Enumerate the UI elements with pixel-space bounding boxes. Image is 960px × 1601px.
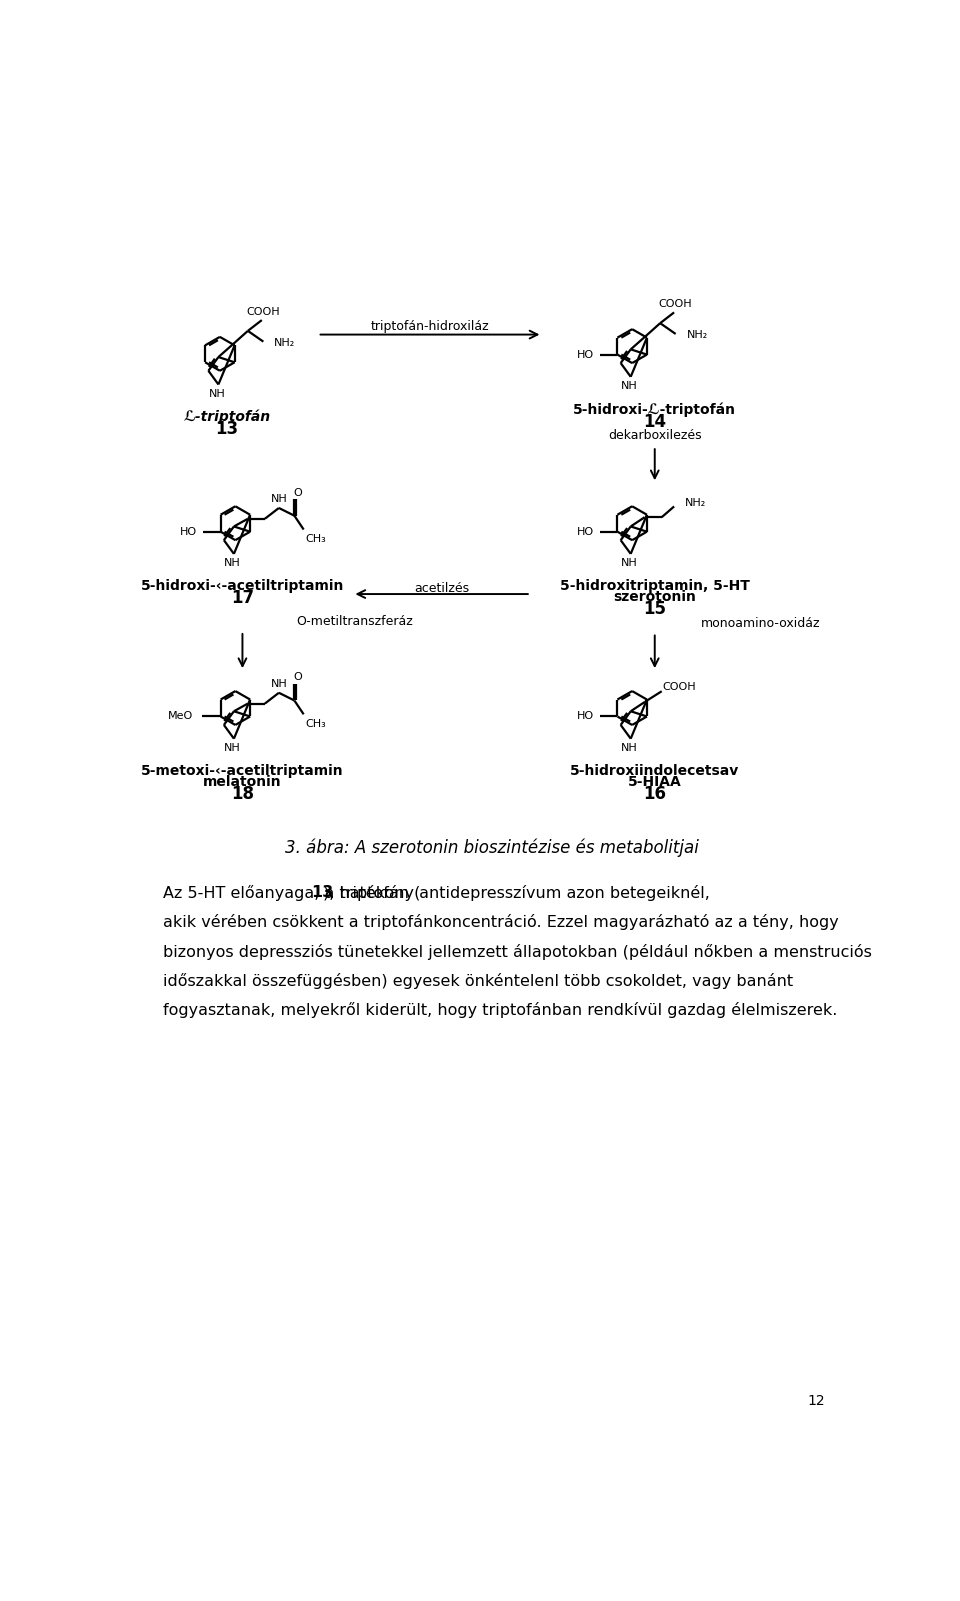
Text: O: O — [293, 672, 301, 682]
Text: acetilzés: acetilzés — [414, 583, 469, 596]
Text: NH: NH — [208, 389, 226, 399]
Text: NH: NH — [621, 559, 637, 568]
Text: CH₃: CH₃ — [305, 719, 326, 728]
Text: O: O — [293, 488, 301, 498]
Text: NH: NH — [272, 679, 288, 688]
Text: NH₂: NH₂ — [275, 338, 296, 347]
Text: NH: NH — [272, 493, 288, 504]
Text: Az 5-HT előanyaga, a triptofán (: Az 5-HT előanyaga, a triptofán ( — [162, 885, 420, 901]
Text: időszakkal összefüggésben) egyesek önkéntelenl több csokoldet, vagy banánt: időszakkal összefüggésben) egyesek önkén… — [162, 973, 793, 989]
Text: 16: 16 — [643, 784, 666, 804]
Text: 5-metoxi-‹-acetiltriptamin: 5-metoxi-‹-acetiltriptamin — [141, 764, 344, 778]
Text: 18: 18 — [231, 784, 254, 804]
Text: 5-hidroxiindolecetsav: 5-hidroxiindolecetsav — [570, 764, 739, 778]
Text: 13: 13 — [215, 421, 238, 439]
Text: HO: HO — [180, 527, 198, 536]
Text: szerotonin: szerotonin — [613, 591, 696, 604]
Text: HO: HO — [577, 349, 594, 360]
Text: NH: NH — [621, 743, 637, 752]
Text: triptofán-hidroxiláz: triptofán-hidroxiláz — [371, 320, 490, 333]
Text: 13: 13 — [311, 885, 333, 900]
Text: 5-hidroxi-‹-acetiltriptamin: 5-hidroxi-‹-acetiltriptamin — [141, 580, 344, 594]
Text: dekarboxilezés: dekarboxilezés — [608, 429, 702, 442]
Text: HO: HO — [577, 527, 594, 536]
Text: 5-hidroxitriptamin, 5-HT: 5-hidroxitriptamin, 5-HT — [560, 580, 750, 594]
Text: COOH: COOH — [659, 299, 692, 309]
Text: akik vérében csökkent a triptofánkoncentráció. Ezzel magyarázható az a tény, hog: akik vérében csökkent a triptofánkoncent… — [162, 914, 838, 930]
Text: NH₂: NH₂ — [686, 330, 708, 341]
Text: 5-HIAA: 5-HIAA — [628, 775, 682, 789]
Text: NH: NH — [224, 743, 241, 752]
Text: bizonyos depressziós tünetekkel jellemzett állapotokban (például nőkben a menstr: bizonyos depressziós tünetekkel jellemze… — [162, 943, 872, 959]
Text: ), hatékony antidepresszívum azon betegeiknél,: ), hatékony antidepresszívum azon betege… — [324, 885, 710, 901]
Text: NH: NH — [224, 559, 241, 568]
Text: 12: 12 — [807, 1394, 826, 1407]
Text: monoamino-oxidáz: monoamino-oxidáz — [701, 616, 821, 629]
Text: COOH: COOH — [662, 682, 696, 692]
Text: COOH: COOH — [247, 307, 280, 317]
Text: O-metiltranszferáz: O-metiltranszferáz — [297, 615, 414, 628]
Text: MeO: MeO — [167, 711, 193, 722]
Text: melatonin: melatonin — [204, 775, 282, 789]
Text: CH₃: CH₃ — [305, 533, 326, 544]
Text: 5-hidroxi-ℒ-triptofán: 5-hidroxi-ℒ-triptofán — [573, 402, 736, 416]
Text: NH: NH — [621, 381, 637, 391]
Text: HO: HO — [577, 711, 594, 722]
Text: 17: 17 — [231, 589, 254, 607]
Text: 3. ábra: A szerotonin bioszintézise és metabolitjai: 3. ábra: A szerotonin bioszintézise és m… — [285, 839, 699, 858]
Text: fogyasztanak, melyekről kiderült, hogy triptofánban rendkívül gazdag élelmiszere: fogyasztanak, melyekről kiderült, hogy t… — [162, 1002, 837, 1018]
Text: ℒ-triptofán: ℒ-triptofán — [183, 410, 271, 424]
Text: NH₂: NH₂ — [685, 498, 707, 509]
Text: 14: 14 — [643, 413, 666, 431]
Text: 15: 15 — [643, 600, 666, 618]
